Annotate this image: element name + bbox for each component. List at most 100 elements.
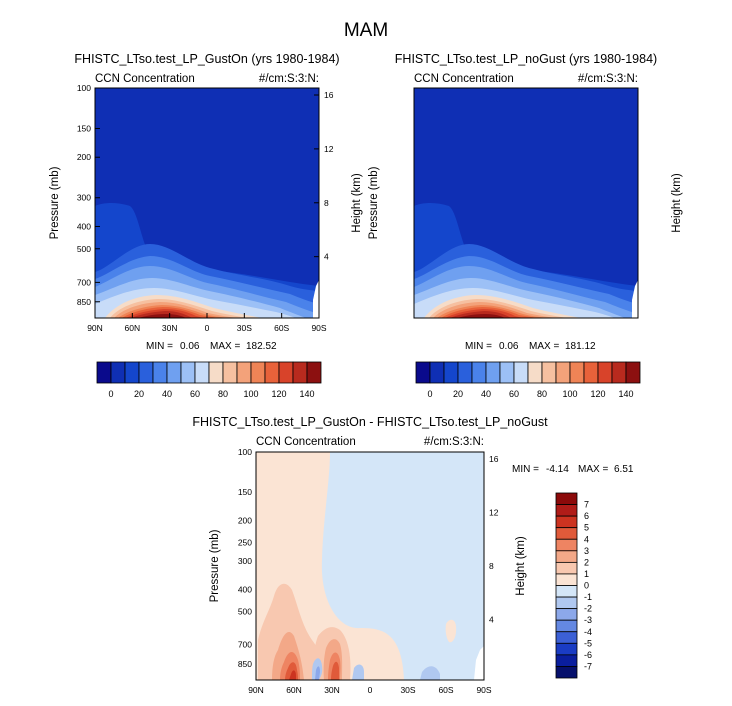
x-tick-label: 30N xyxy=(324,685,340,695)
min-value: -4.14 xyxy=(546,464,569,475)
colorbar-box xyxy=(555,585,578,598)
colorbar-box xyxy=(555,642,578,656)
x-tick-label: 60S xyxy=(438,685,453,695)
colorbar-box xyxy=(555,573,578,586)
y-tick-label: 100 xyxy=(238,447,252,457)
stats-line: MIN = 0.06 MAX = 182.52 xyxy=(146,341,277,352)
negative-level-2 xyxy=(315,666,320,680)
colorbar-label: -6 xyxy=(584,650,592,660)
left-string: CCN Concentration xyxy=(414,73,514,85)
colorbar-label: 60 xyxy=(190,389,200,399)
plot-frame xyxy=(413,87,639,319)
y-tick-label: 300 xyxy=(77,193,91,203)
right-y-axis: 16 12 8 4 xyxy=(314,90,334,262)
units-string: #/cm:S:3:N: xyxy=(578,73,638,85)
colorbar-label: -4 xyxy=(584,627,592,637)
colorbar-box xyxy=(555,515,578,529)
colorbar-label: -1 xyxy=(584,592,592,602)
colorbar-box xyxy=(306,361,322,384)
min-label: MIN = xyxy=(465,341,492,352)
colorbar-box xyxy=(611,361,627,384)
y-tick-label: 700 xyxy=(77,277,91,287)
colorbar-box xyxy=(555,596,578,610)
colorbar-box xyxy=(471,361,487,384)
x-axis: 90N 60N 30N 0 30S 60S 90S xyxy=(87,313,327,333)
field-layers xyxy=(414,88,638,318)
x-tick-label: 60S xyxy=(274,323,289,333)
y-tick-label: 250 xyxy=(238,538,252,548)
colorbar-label: -3 xyxy=(584,615,592,625)
x-tick-label: 90N xyxy=(87,323,103,333)
colorbar-box xyxy=(415,361,431,384)
y-tick-label: 400 xyxy=(238,584,252,594)
colorbar-label: 120 xyxy=(590,389,605,399)
colorbar-box xyxy=(555,361,571,384)
positive-level-6 xyxy=(289,670,296,680)
left-y-axis: 100 150 200 300 400 500 700 850 xyxy=(77,83,100,307)
min-label: MIN = xyxy=(146,341,173,352)
colorbar-label: 0 xyxy=(108,389,113,399)
colorbar-label: 140 xyxy=(299,389,314,399)
colorbar-label: 3 xyxy=(584,546,589,556)
y-tick-label: 200 xyxy=(238,516,252,526)
colorbar-box xyxy=(555,492,578,505)
colorbar: 0 20 40 60 80 100 120 140 xyxy=(96,361,322,399)
x-tick-label: 90S xyxy=(476,685,491,695)
colorbar-box xyxy=(555,538,578,552)
colorbar-box xyxy=(96,361,112,384)
left-string: CCN Concentration xyxy=(95,73,195,85)
colorbar-box xyxy=(555,654,578,667)
y-tick-label: 150 xyxy=(77,124,91,134)
negative-region-c xyxy=(352,664,364,680)
panel-difference: FHISTC_LTso.test_LP_GustOn - FHISTC_LTso… xyxy=(192,415,634,681)
panel-gust-on: FHISTC_LTso.test_LP_GustOn (yrs 1980-198… xyxy=(49,52,363,399)
colorbar-box xyxy=(597,361,613,384)
panel-title: FHISTC_LTso.test_LP_GustOn - FHISTC_LTso… xyxy=(192,415,548,429)
colorbar-box xyxy=(166,361,182,384)
x-tick-label: 30S xyxy=(400,685,415,695)
colorbar-label: 6 xyxy=(584,511,589,521)
colorbar-label: 0 xyxy=(427,389,432,399)
colorbar-box xyxy=(152,361,168,384)
negative-region-b xyxy=(420,666,440,680)
max-label: MAX = xyxy=(529,341,559,352)
colorbar-label: 20 xyxy=(453,389,463,399)
y-axis-right-label: Height (km) xyxy=(351,173,363,233)
max-label: MAX = xyxy=(210,341,240,352)
field-layers xyxy=(256,452,484,680)
colorbar-box xyxy=(555,608,578,621)
colorbar-box xyxy=(555,527,578,540)
colorbar-label: -7 xyxy=(584,661,592,671)
y-tick-label: 850 xyxy=(77,297,91,307)
units-string: #/cm:S:3:N: xyxy=(259,73,319,85)
y-axis-right-label: Height (km) xyxy=(515,536,527,596)
max-label: MAX = xyxy=(578,464,608,475)
y-tick-label: 200 xyxy=(77,152,91,162)
colorbar-label: 140 xyxy=(618,389,633,399)
colorbar-box xyxy=(555,666,578,679)
colorbar-box xyxy=(555,619,578,633)
y-tick-label: 500 xyxy=(238,606,252,616)
colorbar-box xyxy=(555,561,578,575)
x-tick-label: 90N xyxy=(248,685,264,695)
y-axis-right-label: Height (km) xyxy=(671,173,683,233)
colorbar-label: 100 xyxy=(243,389,258,399)
y-right-tick-label: 4 xyxy=(489,614,494,624)
colorbar-label: 0 xyxy=(584,581,589,591)
y-right-tick-label: 16 xyxy=(489,454,499,464)
colorbar-label: 40 xyxy=(481,389,491,399)
y-tick-label: 100 xyxy=(77,83,91,93)
y-right-tick-label: 8 xyxy=(489,561,494,571)
colorbar-box xyxy=(527,361,543,384)
surface-mask xyxy=(313,280,319,318)
field-layers xyxy=(95,88,319,318)
y-tick-label: 700 xyxy=(238,640,252,650)
contour-level-15 xyxy=(457,314,505,318)
colorbar-box xyxy=(429,361,445,384)
y-right-tick-label: 4 xyxy=(324,252,329,262)
stats-line: MIN = 0.06 MAX = 181.12 xyxy=(465,341,596,352)
y-tick-label: 850 xyxy=(238,659,252,669)
colorbar-label: 2 xyxy=(584,557,589,567)
x-tick-label: 0 xyxy=(368,685,373,695)
y-tick-label: 300 xyxy=(238,556,252,566)
